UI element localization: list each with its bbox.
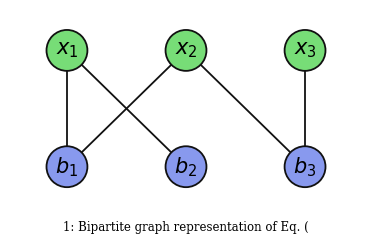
Text: 1: Bipartite graph representation of Eq. (: 1: Bipartite graph representation of Eq.…: [63, 221, 309, 234]
Ellipse shape: [46, 30, 87, 71]
Text: $x_3$: $x_3$: [294, 41, 317, 60]
Text: $x_2$: $x_2$: [174, 41, 198, 60]
Text: $x_1$: $x_1$: [55, 41, 78, 60]
Text: $b_2$: $b_2$: [174, 155, 198, 178]
Text: $b_3$: $b_3$: [294, 155, 317, 178]
Ellipse shape: [285, 30, 326, 71]
Text: $b_1$: $b_1$: [55, 155, 78, 178]
Ellipse shape: [46, 146, 87, 187]
Ellipse shape: [285, 146, 326, 187]
Ellipse shape: [166, 146, 206, 187]
Ellipse shape: [166, 30, 206, 71]
